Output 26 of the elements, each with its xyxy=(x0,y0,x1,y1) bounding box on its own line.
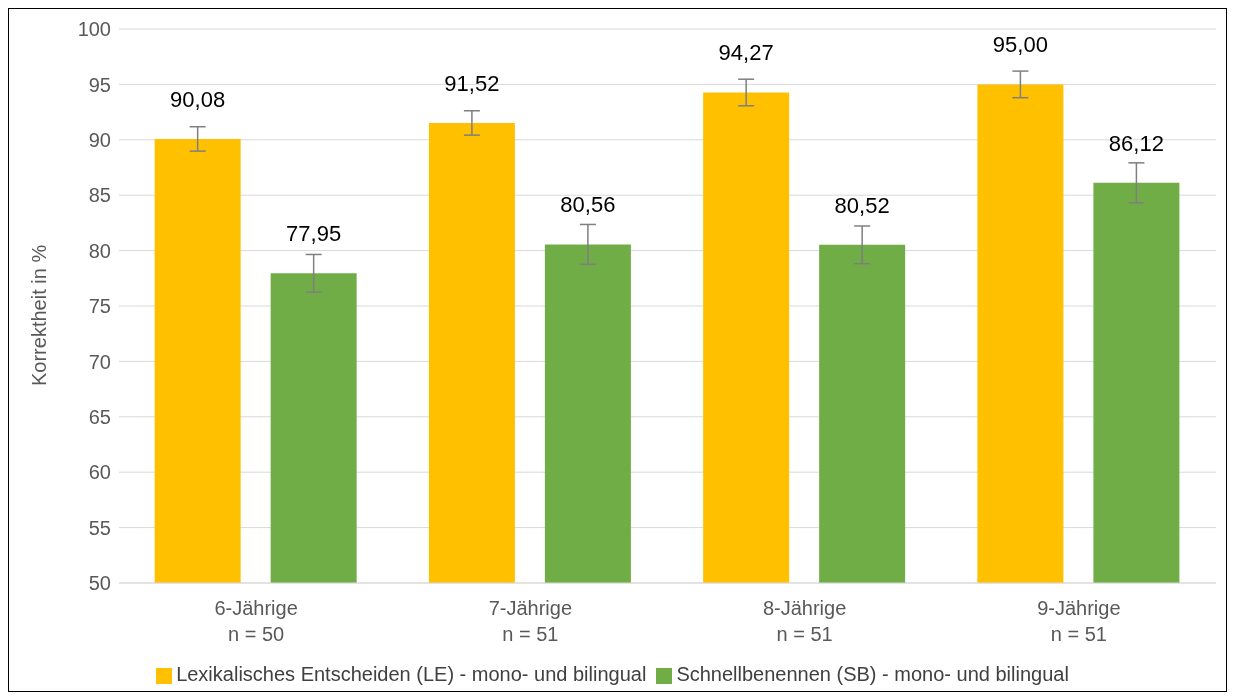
data-label: 95,00 xyxy=(992,32,1048,58)
y-tick-label: 70 xyxy=(88,350,111,373)
x-tick-label: 9-Jährige n = 51 xyxy=(1037,597,1121,645)
legend-label: Lexikalisches Entscheiden (LE) - mono- und bilingual xyxy=(176,663,647,685)
x-tick-label: 7-Jährige n = 51 xyxy=(488,597,573,645)
y-tick-label: 55 xyxy=(88,516,111,539)
x-tick-label: 8-Jährige n = 51 xyxy=(762,597,847,645)
y-tick-label: 100 xyxy=(77,18,111,41)
y-tick-label: 60 xyxy=(88,461,111,484)
data-label: 80,56 xyxy=(560,192,616,218)
y-tick-label: 90 xyxy=(88,128,111,151)
data-label: 80,52 xyxy=(834,192,890,218)
legend-label: Schnellbenennen (SB) - mono- und bilingual xyxy=(676,663,1069,685)
data-label: 91,52 xyxy=(444,70,500,96)
y-tick-label: 95 xyxy=(88,73,111,96)
y-tick-label: 65 xyxy=(88,405,111,428)
data-label: 90,08 xyxy=(170,86,226,112)
data-label: 77,95 xyxy=(286,221,342,247)
y-tick-label: 75 xyxy=(88,295,111,318)
data-label: 86,12 xyxy=(1108,130,1164,156)
data-label: 94,27 xyxy=(718,40,774,66)
y-tick-label: 85 xyxy=(88,184,111,207)
y-axis-title: Korrektheit in % xyxy=(28,244,51,386)
y-tick-label: 80 xyxy=(88,239,111,262)
x-tick-label: 6-Jährige n = 50 xyxy=(214,597,298,645)
y-tick-label: 50 xyxy=(88,572,111,595)
